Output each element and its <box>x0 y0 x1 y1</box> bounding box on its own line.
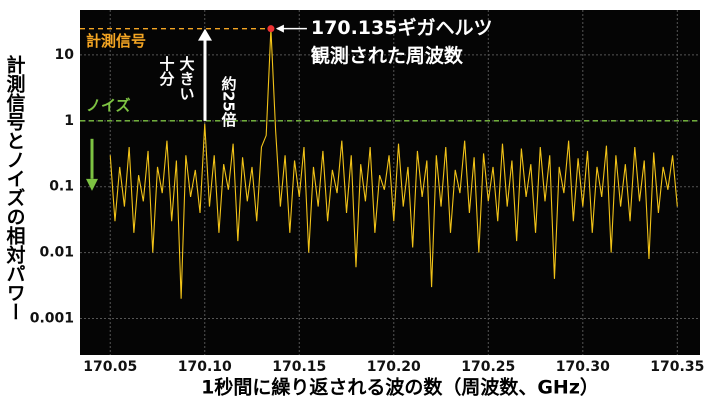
x-tick-label: 170.15 <box>272 359 326 375</box>
ratio-text: 十分 <box>158 55 176 87</box>
x-tick-label: 170.05 <box>83 359 137 375</box>
x-tick-label: 170.30 <box>556 359 610 375</box>
x-tick-label: 170.35 <box>650 359 704 375</box>
annotation-arrowhead <box>275 24 284 33</box>
reference-label: 計測信号 <box>86 32 146 50</box>
x-tick-label: 170.20 <box>367 359 421 375</box>
peak-marker <box>267 25 275 33</box>
ratio-text: 大きい <box>178 55 196 101</box>
plot-area <box>80 10 700 355</box>
y-tick-label: 0.01 <box>39 245 74 261</box>
reference-label: ノイズ <box>86 96 131 114</box>
x-tick-label: 170.25 <box>461 359 515 375</box>
y-tick-label: 1 <box>64 113 74 129</box>
ratio-arrowhead <box>198 28 212 41</box>
peak-annotation: 観測された周波数 <box>311 44 464 67</box>
data-line <box>109 28 678 299</box>
y-axis-label: 計測信号とノイズの相対パワー <box>4 54 27 321</box>
y-tick-label: 0.001 <box>30 311 74 327</box>
y-tick-label: 10 <box>55 47 75 63</box>
ratio-value: 約25倍 <box>220 75 238 128</box>
y-tick-label: 0.1 <box>49 179 74 195</box>
peak-annotation: 170.135ギガヘルツ <box>311 17 493 39</box>
noise-arrowhead <box>86 178 98 191</box>
x-tick-label: 170.10 <box>178 359 232 375</box>
x-axis-label: 1秒間に繰り返される波の数（周波数、GHz） <box>201 376 599 399</box>
